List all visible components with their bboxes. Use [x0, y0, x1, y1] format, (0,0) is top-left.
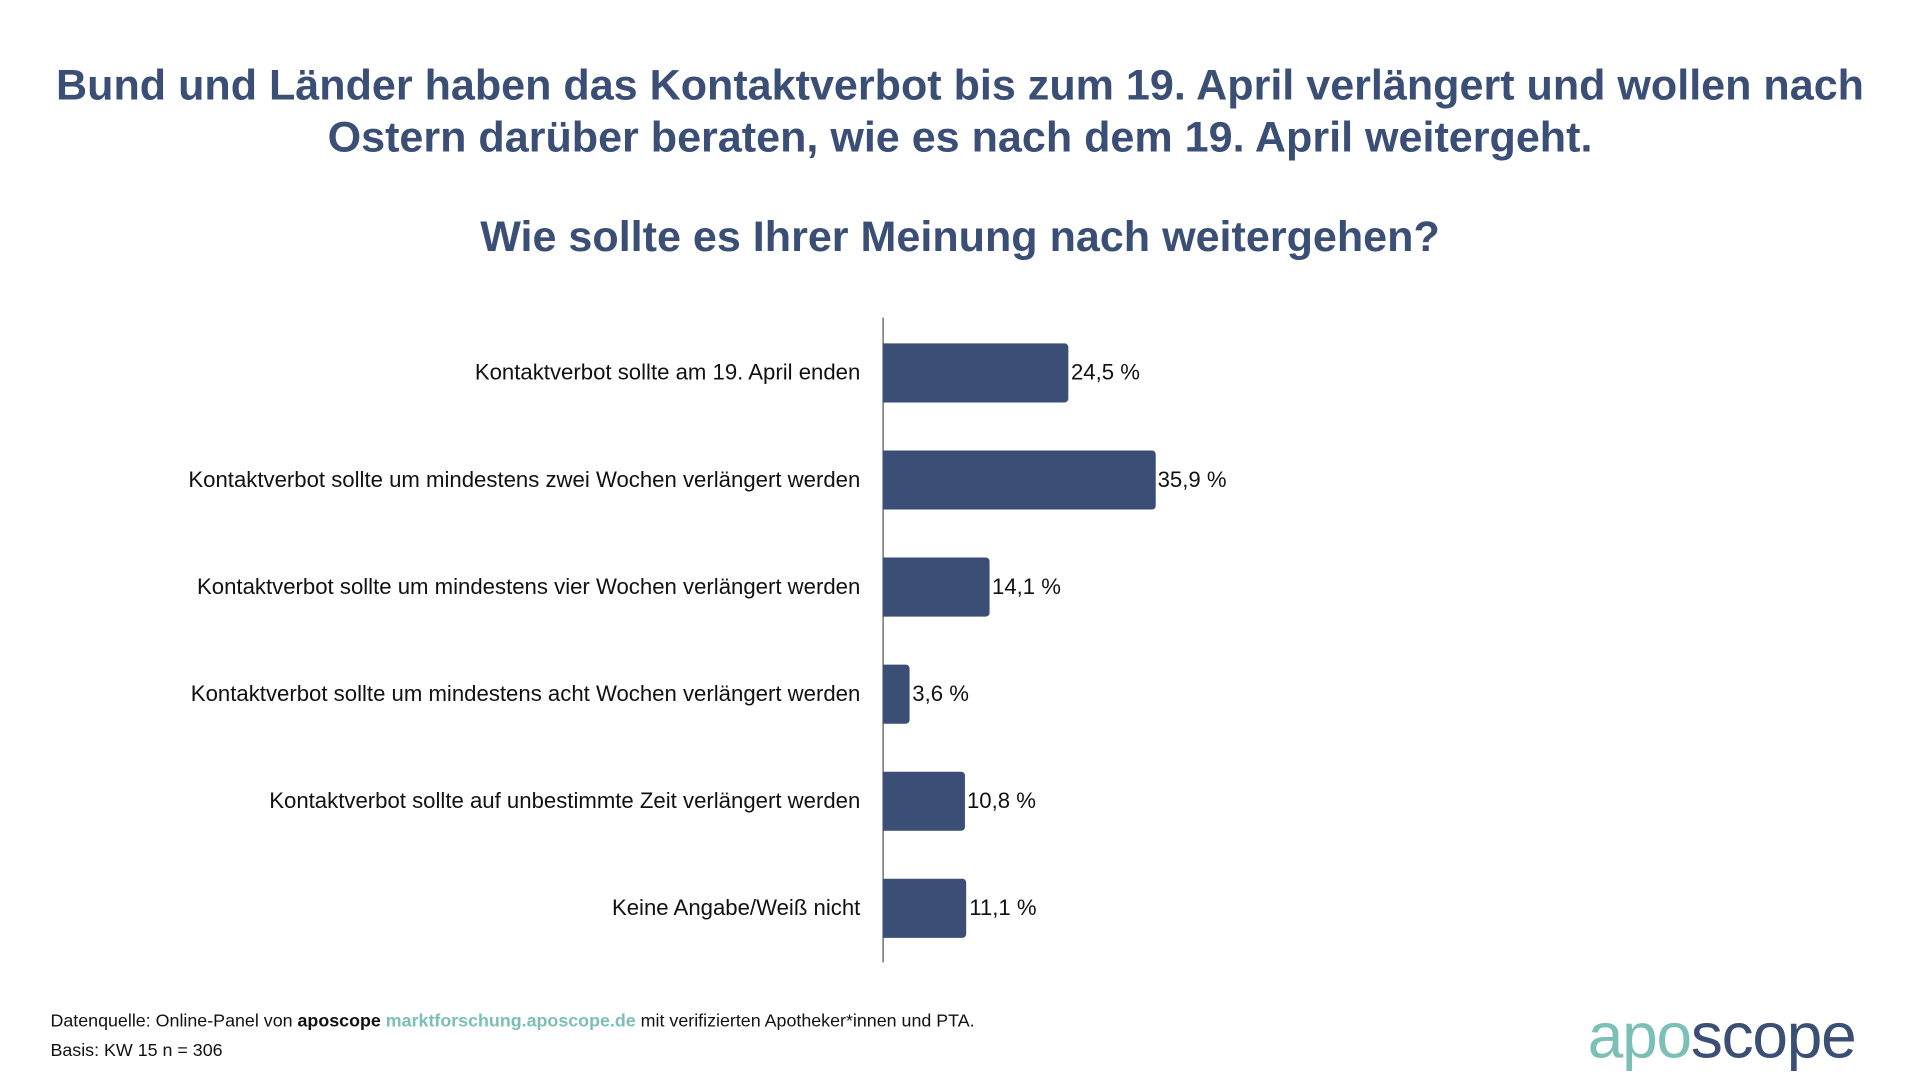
logo-part-scope: scope [1690, 1000, 1857, 1073]
category-label: Kontaktverbot sollte auf unbestimmte Zei… [269, 788, 861, 813]
data-label: 35,9 % [1157, 467, 1227, 492]
bar [882, 664, 910, 724]
data-label: 14,1 % [992, 574, 1061, 599]
logo-part-apo: apo [1587, 1000, 1692, 1073]
data-label: 24,5 % [1070, 360, 1140, 385]
source-note: Datenquelle: Online-Panel von aposcope m… [50, 1012, 974, 1032]
category-label: Kontaktverbot sollte am 19. April enden [474, 360, 861, 385]
y-axis-line [882, 317, 884, 963]
bar [882, 450, 1156, 510]
chart-subtitle: Wie sollte es Ihrer Meinung nach weiterg… [480, 212, 1440, 261]
category-label: Keine Angabe/Weiß nicht [611, 895, 861, 921]
category-label: Kontaktverbot sollte um mindestens vier … [197, 574, 861, 599]
bar [882, 343, 1069, 403]
data-label: 3,6 % [912, 681, 969, 706]
source-suffix: mit verifizierten Apotheker*innen und PT… [640, 1011, 975, 1032]
basis-note: Basis: KW 15 n = 306 [50, 1041, 223, 1061]
data-label: 11,1 % [969, 895, 1037, 921]
source-prefix: Datenquelle: Online-Panel von [50, 1011, 293, 1032]
category-label: Kontaktverbot sollte um mindestens acht … [190, 681, 861, 706]
chart-title: Bund und Länder haben das Kontaktverbot … [56, 61, 1864, 162]
bar [882, 878, 967, 938]
aposcope-logo: aposcope [1587, 999, 1857, 1073]
source-brand: aposcope [297, 1011, 381, 1032]
data-label: 10,8 % [966, 788, 1036, 813]
category-label: Kontaktverbot sollte um mindestens zwei … [188, 467, 861, 492]
bar [882, 557, 990, 617]
source-link[interactable]: marktforschung.aposcope.de [385, 1011, 636, 1032]
bar [882, 771, 965, 831]
